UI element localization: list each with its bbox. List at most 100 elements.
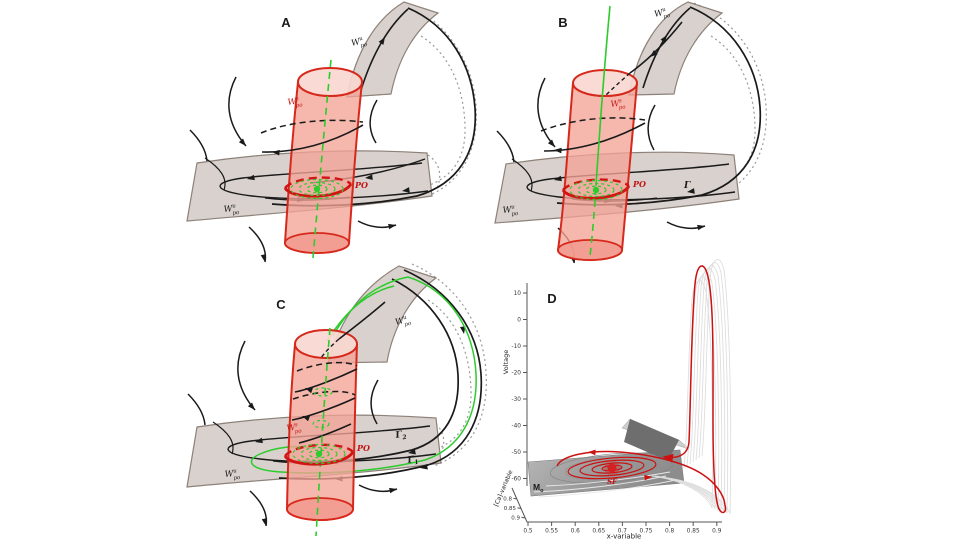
- x-tick-labels: 0.5 0.55 0.6 0.65 0.7 0.75 0.8 0.85 0.9: [523, 529, 721, 535]
- cylinder-wrap-front: [543, 122, 646, 152]
- entering-trajectory-hidden: [320, 338, 340, 359]
- unstable-manifold-band: [628, 1, 724, 96]
- ca-tick-label: 0.8: [503, 497, 512, 503]
- flow-arrow: [247, 402, 258, 412]
- x-axis: [527, 521, 722, 526]
- green-spiral: [292, 443, 346, 465]
- voltage-tick-labels: 10 0 -10 -20 -30 -40 -50 -60: [512, 291, 522, 483]
- gamma2-label: Γ2: [394, 429, 407, 442]
- plane-manifold-label: Wupo: [502, 204, 519, 219]
- cylinder-top-rim: [294, 329, 358, 359]
- cylinder-wrap-back: [540, 117, 646, 132]
- flow-arrow: [261, 518, 269, 527]
- ca-tick-label: 0.9: [511, 516, 520, 522]
- x-tick-label: 0.7: [618, 529, 628, 535]
- periodic-orbit-back: [284, 443, 354, 457]
- ca-axis: [511, 487, 528, 523]
- voltage-axis-label: Voltage: [502, 350, 510, 374]
- cylinder-top-rim: [297, 67, 363, 97]
- cylinder-manifold-label: Wspo: [610, 97, 627, 112]
- green-spiral: [569, 179, 623, 201]
- voltage-tick-label: -50: [512, 450, 522, 456]
- flow-arrow: [547, 139, 558, 149]
- equilibrium-dot: [315, 450, 323, 458]
- cylinder-bottom-rim: [284, 232, 350, 254]
- periodic-orbit-front: [561, 185, 631, 200]
- green-homoclinic-orbit: [250, 276, 477, 474]
- voltage-tick-label: 0: [517, 318, 521, 324]
- entering-trajectory: [629, 21, 683, 74]
- slow-eigen-axis-solid: [595, 5, 611, 187]
- x-tick-label: 0.8: [665, 529, 675, 535]
- x-tick-label: 0.85: [687, 529, 700, 535]
- band-flow-curve: [360, 8, 409, 91]
- voltage-axis: [523, 283, 528, 486]
- panel-b: B Wupo Wspo Wupo PO Γ: [494, 1, 767, 264]
- unstable-manifold-band: [346, 1, 440, 98]
- cylinder-manifold-label: Wspo: [286, 421, 303, 436]
- po-label: PO: [632, 179, 646, 189]
- band-manifold-label: Wupo: [394, 314, 413, 331]
- slow-eigen-axis: [315, 327, 331, 537]
- voltage-tick-label: -30: [512, 397, 522, 403]
- panel-d: 10 0 -10 -20 -30 -40 -50 -60 Voltage 0.5…: [493, 259, 732, 540]
- periodic-orbit-front: [283, 183, 353, 198]
- po-label: PO: [354, 180, 368, 190]
- cylinder-wraps: [291, 361, 358, 444]
- axis-spiral-loops: [312, 387, 333, 429]
- band-flow-curve: [642, 7, 691, 89]
- po-label: PO: [356, 443, 370, 453]
- slow-eigen-axis-dashed: [589, 187, 597, 257]
- flow-arrow: [238, 138, 249, 148]
- gamma-label: Γ: [683, 181, 691, 191]
- panel-letter: A: [281, 15, 291, 30]
- panel-letter: B: [558, 15, 567, 30]
- cylinder-bottom-rim: [286, 497, 354, 521]
- red-orbit: [556, 265, 727, 514]
- x-tick-label: 0.65: [592, 529, 605, 535]
- x-axis-label: x-variable: [607, 533, 642, 540]
- panel-a: A Wupo Wspo Wupo PO: [186, 1, 477, 263]
- periodic-orbit-back: [562, 178, 630, 191]
- x-tick-label: 0.75: [640, 529, 653, 535]
- ca-tick-labels: 0.8 0.85 0.9: [503, 497, 520, 522]
- flow-arrow: [260, 254, 268, 263]
- band-manifold-label: Wupo: [653, 6, 671, 22]
- voltage-tick-label: -10: [512, 344, 522, 350]
- x-tick-label: 0.55: [545, 529, 558, 535]
- band-manifold-label: Wupo: [350, 35, 368, 51]
- saddle-focus-dot: [607, 463, 617, 473]
- plane-manifold-label: Wupo: [223, 203, 240, 218]
- flow-arrow: [553, 147, 562, 154]
- green-spiral: [290, 178, 344, 200]
- equilibrium-dot: [592, 186, 600, 194]
- equilibrium-dot: [313, 185, 321, 193]
- panel-c: C Wupo Wspo Wupo PO Γ2 Γ1: [186, 263, 487, 537]
- slow-manifold-label: Mo: [533, 482, 544, 494]
- cylinder-manifold-label: Wspo: [287, 95, 304, 110]
- voltage-tick-label: -60: [512, 477, 522, 483]
- sheet-fold-side: [624, 419, 679, 461]
- panel-letter: D: [547, 291, 556, 306]
- x-tick-label: 0.9: [712, 529, 722, 535]
- plane-manifold-label: Wupo: [224, 468, 241, 483]
- ca-tick-label: 0.85: [504, 506, 517, 512]
- voltage-tick-label: -20: [512, 371, 522, 377]
- cylinder-top-rim: [572, 69, 638, 97]
- periodic-orbit-front: [283, 451, 355, 466]
- voltage-tick-label: 10: [514, 291, 522, 297]
- panel-letter: C: [276, 297, 286, 312]
- x-tick-label: 0.5: [523, 529, 533, 535]
- x-tick-label: 0.6: [571, 529, 581, 535]
- entering-trajectory-hidden: [604, 72, 631, 97]
- gamma1-label: Γ1: [406, 454, 419, 467]
- saddle-focus-label: SF: [607, 477, 618, 486]
- flow-arrow: [587, 449, 596, 456]
- cylinder-wrap-back: [260, 119, 364, 134]
- slow-eigen-axis: [312, 59, 332, 259]
- entering-trajectory: [338, 301, 386, 340]
- periodic-orbit-back: [284, 176, 352, 189]
- voltage-tick-label: -40: [512, 424, 522, 430]
